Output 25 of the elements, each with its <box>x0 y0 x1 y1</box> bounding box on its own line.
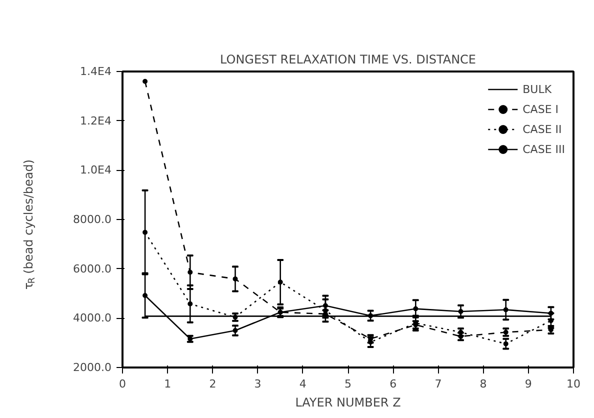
x-tick-label: 7 <box>434 378 442 390</box>
y-tick-label: 1.2E4 <box>80 114 112 128</box>
x-axis-title: LAYER NUMBER Z <box>295 396 401 410</box>
legend-label: CASE I <box>522 102 559 116</box>
x-tick-label: 6 <box>390 378 397 390</box>
y-tick-label: 8000.0 <box>73 213 112 226</box>
y-tick-label: 2000.0 <box>73 361 112 374</box>
y-tick-label: 4000.0 <box>73 312 112 325</box>
x-tick-label: 1 <box>164 378 172 390</box>
y-tick-label: 1.4E4 <box>80 65 112 78</box>
x-tick-label: 0 <box>119 378 126 390</box>
x-tick-label: 9 <box>524 378 532 390</box>
chart-title: LONGEST RELAXATION TIME VS. DISTANCE <box>220 52 476 66</box>
x-tick-label: 3 <box>254 378 262 390</box>
x-tick-label: 4 <box>299 378 306 390</box>
legend-label: CASE II <box>522 122 562 136</box>
y-axis-title: τR (bead cycles/bead) <box>22 159 38 290</box>
x-tick-label: 10 <box>566 378 580 390</box>
legend-label: CASE III <box>522 142 565 156</box>
legend-label: BULK <box>522 82 552 96</box>
x-tick-label: 2 <box>209 378 216 390</box>
y-tick-label: 1.0E4 <box>80 164 112 177</box>
x-tick-label: 5 <box>344 378 352 390</box>
x-tick-label: 8 <box>480 378 487 390</box>
y-tick-label: 6000.0 <box>73 262 112 276</box>
